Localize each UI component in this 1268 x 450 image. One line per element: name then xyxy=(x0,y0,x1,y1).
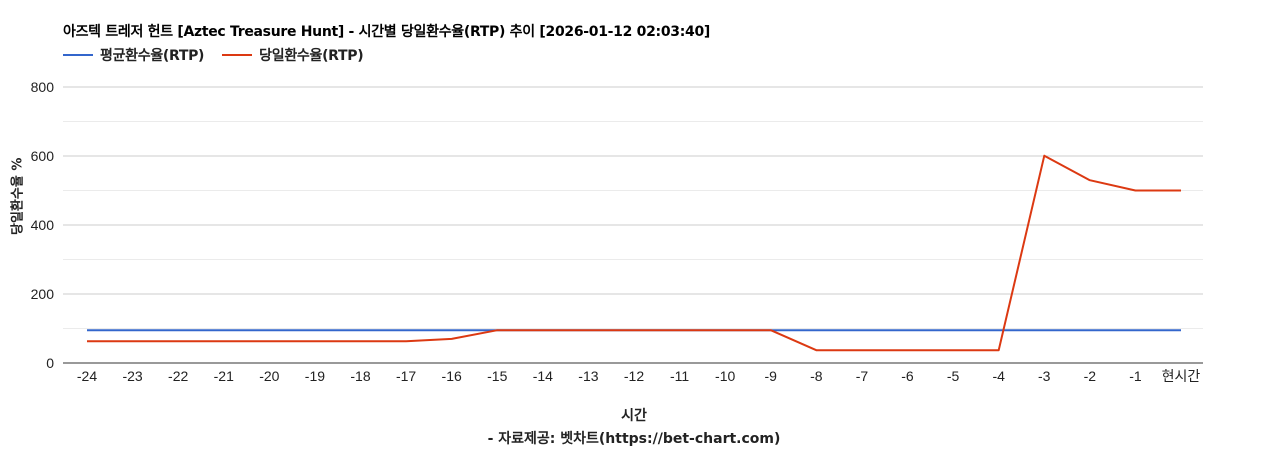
chart-title: 아즈텍 트레저 헌트 [Aztec Treasure Hunt] - 시간별 당… xyxy=(63,24,710,40)
x-tick-label: -13 xyxy=(578,368,598,384)
x-tick-label: -14 xyxy=(533,368,553,384)
x-tick-label: -2 xyxy=(1084,368,1097,384)
y-tick-label: 200 xyxy=(31,286,55,302)
legend-line-icon xyxy=(222,54,253,56)
x-tick-label: -1 xyxy=(1129,368,1142,384)
x-tick-label: -10 xyxy=(715,368,735,384)
x-tick-label: -4 xyxy=(992,368,1005,384)
data-source-credit: - 자료제공: 벳차트(https://bet-chart.com) xyxy=(487,431,781,447)
legend-item-daily-rtp[interactable]: 당일환수율(RTP) xyxy=(222,45,364,65)
x-tick-label: -19 xyxy=(305,368,325,384)
y-axis-title: 당일환수율 % xyxy=(7,158,26,235)
x-tick-label: -5 xyxy=(947,368,960,384)
x-tick-label: -7 xyxy=(856,368,869,384)
y-tick-label: 800 xyxy=(31,79,55,95)
x-tick-label: -6 xyxy=(901,368,914,384)
x-tick-label: -16 xyxy=(442,368,462,384)
x-tick-label: -11 xyxy=(670,368,689,384)
y-tick-label: 0 xyxy=(46,355,54,371)
x-tick-label: -17 xyxy=(396,368,416,384)
legend-line-icon xyxy=(63,54,93,56)
chart-legend: 평균환수율(RTP) 당일환수율(RTP) xyxy=(63,45,381,65)
x-tick-label: -9 xyxy=(765,368,778,384)
y-axis-title-text: 당일환수율 % xyxy=(10,157,26,235)
x-tick-label: -15 xyxy=(487,368,507,384)
x-tick-label: 현시간 xyxy=(1162,368,1201,384)
x-tick-label: -20 xyxy=(259,368,279,384)
y-tick-label: 400 xyxy=(31,217,55,233)
legend-label: 당일환수율(RTP) xyxy=(259,48,364,64)
y-tick-label: 600 xyxy=(31,148,55,164)
x-tick-label: -21 xyxy=(214,368,234,384)
x-tick-label: -22 xyxy=(168,368,188,384)
x-tick-label: -23 xyxy=(122,368,142,384)
legend-label: 평균환수율(RTP) xyxy=(100,48,205,64)
x-tick-label: -18 xyxy=(350,368,370,384)
legend-item-average-rtp[interactable]: 평균환수율(RTP) xyxy=(63,45,204,65)
x-tick-label: -12 xyxy=(624,368,644,384)
x-tick-label: -24 xyxy=(77,368,97,384)
x-axis-title: 시간 xyxy=(621,408,647,424)
series-line-daily-rtp[interactable] xyxy=(87,154,1181,352)
x-tick-label: -8 xyxy=(810,368,823,384)
x-tick-label: -3 xyxy=(1038,368,1051,384)
